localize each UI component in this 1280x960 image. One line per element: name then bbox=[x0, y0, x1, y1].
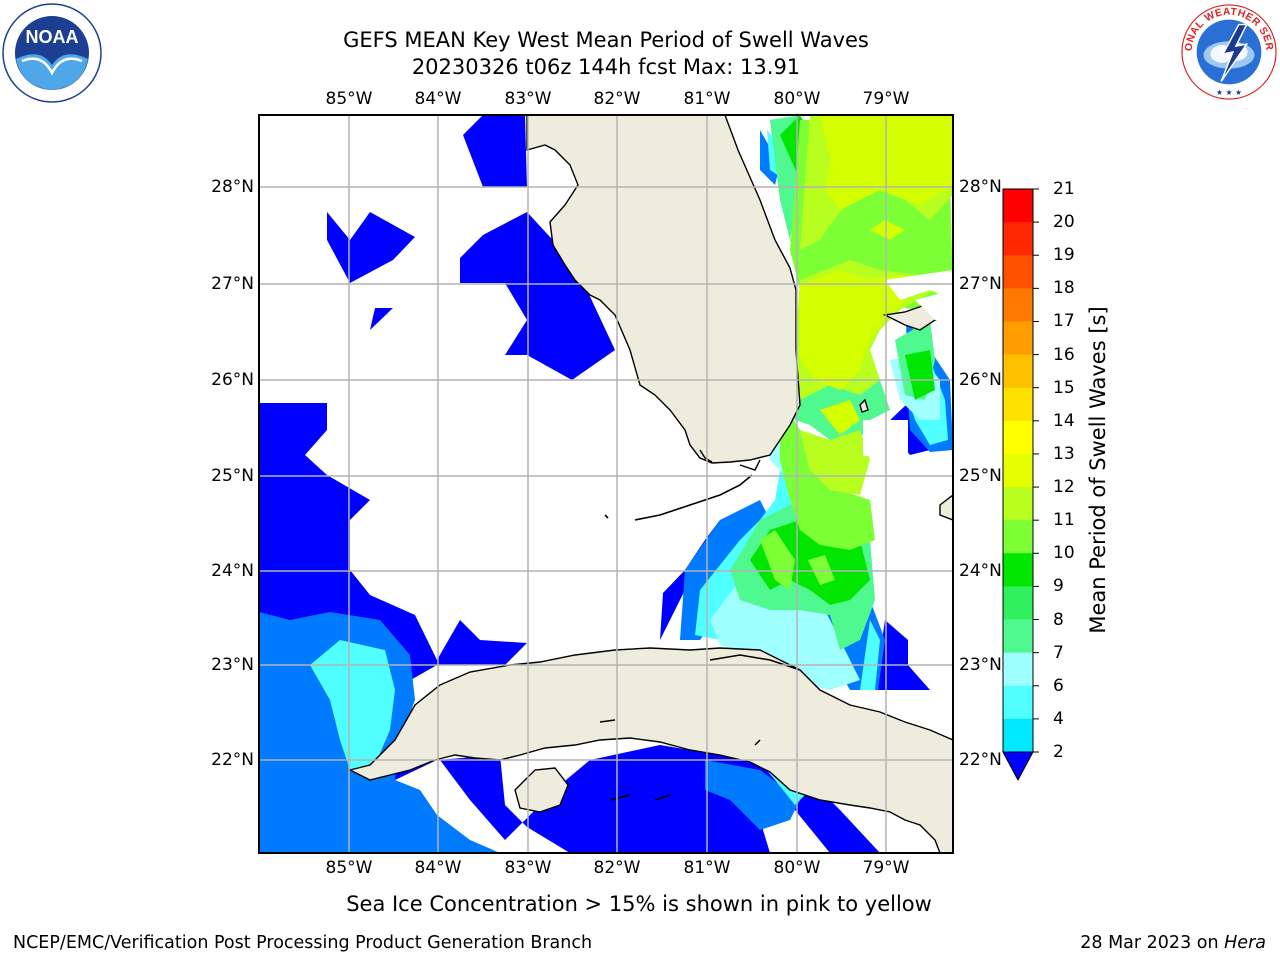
colorbar-tick-label: 11 bbox=[1053, 510, 1075, 531]
colorbar-tick-label: 6 bbox=[1053, 675, 1064, 696]
colorbar-tick-label: 8 bbox=[1053, 609, 1064, 630]
lat-label-left-28n: 28°N bbox=[211, 177, 254, 197]
lon-label-top-83w: 83°W bbox=[504, 89, 552, 109]
colorbar-outline bbox=[1002, 188, 1034, 753]
noaa-logo-text: NOAA bbox=[26, 27, 79, 47]
map-area bbox=[259, 115, 953, 853]
host-name: Hera bbox=[1224, 933, 1266, 953]
lat-label-right-23n: 23°N bbox=[959, 655, 1002, 675]
colorbar-tick-label: 12 bbox=[1053, 477, 1075, 498]
colorbar-segment bbox=[1003, 255, 1033, 289]
map-gridlines bbox=[259, 115, 953, 853]
colorbar-tick-label: 9 bbox=[1053, 576, 1064, 597]
lat-label-right-24n: 24°N bbox=[959, 561, 1002, 581]
colorbar-segment bbox=[1003, 619, 1033, 654]
footnote: Sea Ice Concentration > 15% is shown in … bbox=[346, 892, 932, 916]
lon-label-bottom-81w: 81°W bbox=[683, 858, 731, 878]
colorbar-tick-label: 18 bbox=[1053, 278, 1075, 299]
lat-label-right-26n: 26°N bbox=[959, 370, 1002, 390]
lat-label-right-27n: 27°N bbox=[959, 274, 1002, 294]
colorbar-tick-label: 20 bbox=[1053, 212, 1075, 233]
colorbar-tick-label: 17 bbox=[1053, 311, 1075, 332]
date-stamp: 28 Mar 2023 on Hera bbox=[1080, 933, 1266, 953]
colorbar-segment bbox=[1003, 189, 1033, 223]
land-florida bbox=[526, 115, 801, 471]
noaa-logo: NOAA bbox=[2, 3, 102, 103]
lat-label-left-27n: 27°N bbox=[211, 274, 254, 294]
lon-label-bottom-85w: 85°W bbox=[325, 858, 373, 878]
colorbar-segment bbox=[1003, 520, 1033, 554]
colorbar-tick-label: 7 bbox=[1053, 642, 1064, 663]
lat-label-right-25n: 25°N bbox=[959, 466, 1002, 486]
svg-text:★ ★ ★: ★ ★ ★ bbox=[1216, 88, 1242, 97]
lat-label-left-25n: 25°N bbox=[211, 466, 254, 486]
florida-keys bbox=[604, 474, 753, 521]
colorbar-segment bbox=[1003, 420, 1033, 455]
colorbar-segment bbox=[1003, 718, 1033, 753]
lon-label-top-85w: 85°W bbox=[325, 89, 373, 109]
colorbar-segment bbox=[1003, 387, 1033, 422]
colorbar-tick-label: 2 bbox=[1053, 742, 1064, 762]
lon-label-bottom-82w: 82°W bbox=[593, 858, 641, 878]
colorbar-tick-label: 14 bbox=[1053, 410, 1075, 431]
lon-label-bottom-84w: 84°W bbox=[414, 858, 462, 878]
lon-label-top-81w: 81°W bbox=[683, 89, 731, 109]
colorbar-tick-label: 4 bbox=[1053, 708, 1064, 729]
lon-label-top-79w: 79°W bbox=[862, 89, 910, 109]
lat-label-left-23n: 23°N bbox=[211, 655, 254, 675]
credit-line: NCEP/EMC/Verification Post Processing Pr… bbox=[13, 933, 593, 953]
lat-label-left-26n: 26°N bbox=[211, 370, 254, 390]
colorbar-segment bbox=[1003, 354, 1033, 389]
lat-label-right-22n: 22°N bbox=[959, 750, 1002, 770]
lon-label-top-80w: 80°W bbox=[773, 89, 821, 109]
colorbar bbox=[1002, 188, 1039, 782]
colorbar-segment bbox=[1003, 321, 1033, 356]
colorbar-segment bbox=[1003, 487, 1033, 521]
colorbar-segment bbox=[1003, 685, 1033, 720]
lon-label-top-82w: 82°W bbox=[593, 89, 641, 109]
colorbar-tick-label: 16 bbox=[1053, 344, 1075, 365]
colorbar-tick-label: 10 bbox=[1053, 543, 1075, 564]
nws-logo: NATIONAL WEATHER SERVICE ★ ★ ★ bbox=[1180, 3, 1277, 100]
land-bahamas bbox=[859, 289, 953, 521]
lon-label-bottom-80w: 80°W bbox=[773, 858, 821, 878]
colorbar-tick-label: 19 bbox=[1053, 245, 1075, 266]
colorbar-segment bbox=[1003, 652, 1033, 687]
lat-label-left-22n: 22°N bbox=[211, 750, 254, 770]
colorbar-tick-label: 13 bbox=[1053, 443, 1075, 464]
chart-subtitle: 20230326 t06z 144h fcst Max: 13.91 bbox=[411, 55, 801, 79]
colorbar-segment bbox=[1003, 288, 1033, 323]
lon-label-bottom-79w: 79°W bbox=[862, 858, 910, 878]
lat-label-right-28n: 28°N bbox=[959, 177, 1002, 197]
colorbar-segment bbox=[1003, 586, 1033, 621]
chart-title: GEFS MEAN Key West Mean Period of Swell … bbox=[343, 28, 869, 52]
map-frame bbox=[258, 114, 954, 854]
colorbar-segment bbox=[1003, 453, 1033, 488]
colorbar-segment bbox=[1003, 553, 1033, 588]
colorbar-segment bbox=[1003, 222, 1033, 256]
lon-label-bottom-83w: 83°W bbox=[504, 858, 552, 878]
colorbar-tick-label: 15 bbox=[1053, 377, 1075, 398]
colorbar-tick-label: 21 bbox=[1053, 179, 1075, 199]
lon-label-top-84w: 84°W bbox=[414, 89, 462, 109]
lat-label-left-24n: 24°N bbox=[211, 561, 254, 581]
